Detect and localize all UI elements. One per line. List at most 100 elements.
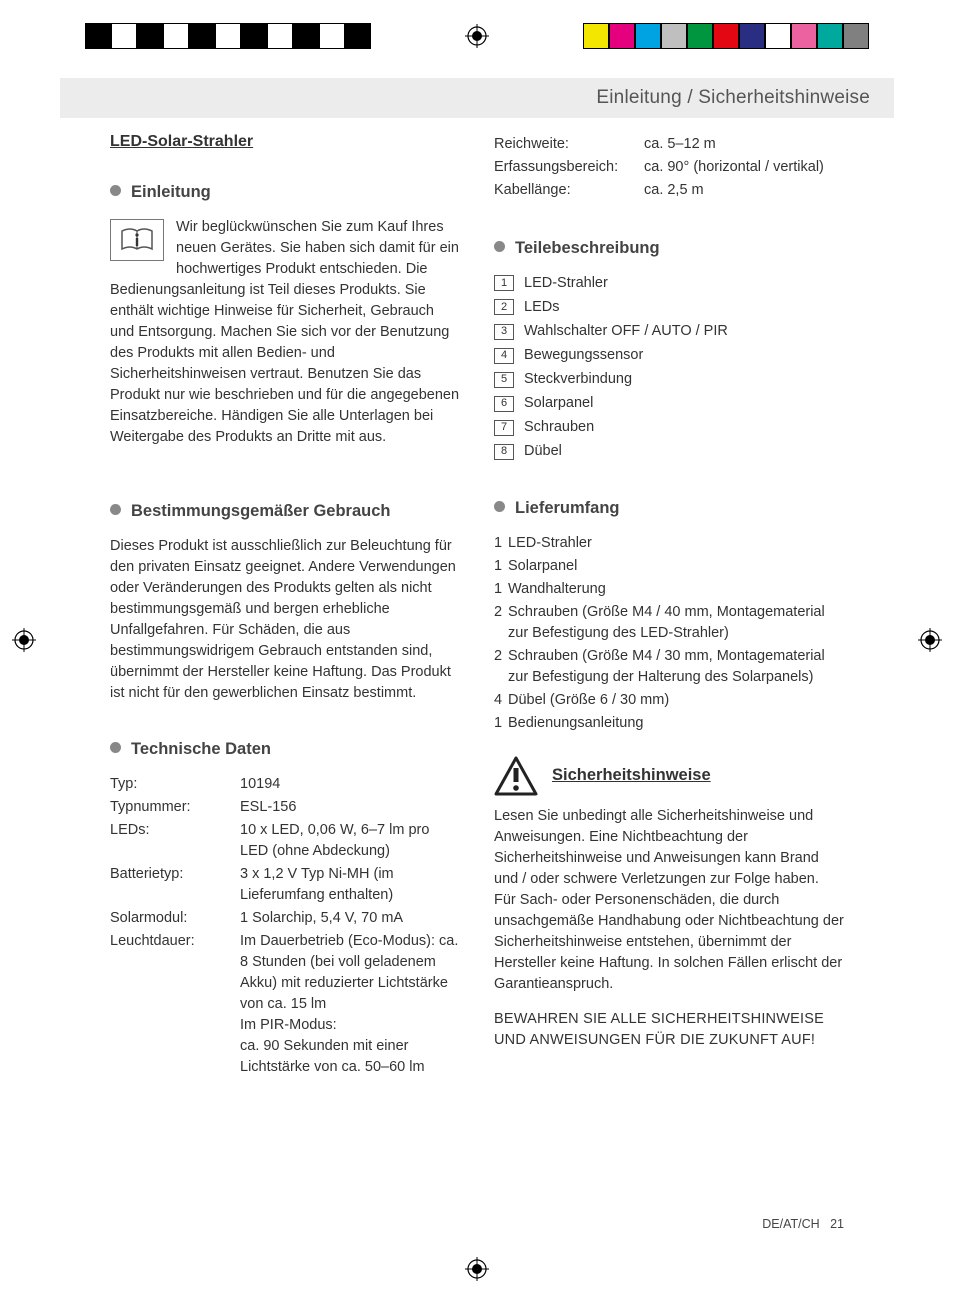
parts-row: 3 Wahlschalter OFF / AUTO / PIR bbox=[494, 321, 844, 342]
tech-label: Typnummer: bbox=[110, 797, 240, 818]
colorbar-right bbox=[583, 23, 869, 49]
parts-label: Steckverbindung bbox=[524, 369, 844, 390]
scope-qty: 1 bbox=[494, 556, 508, 577]
parts-row: 4Bewegungssensor bbox=[494, 345, 844, 366]
parts-number: 2 bbox=[494, 299, 514, 315]
tech-value: 10194 bbox=[240, 774, 460, 795]
scope-text: LED-Strahler bbox=[508, 533, 844, 554]
bullet-icon bbox=[110, 742, 121, 753]
swatch bbox=[345, 23, 371, 49]
content: LED-Solar-Strahler Einleitung Wir beglüc… bbox=[110, 130, 844, 1205]
gebrauch-text: Dieses Produkt ist ausschließlich zur Be… bbox=[110, 536, 460, 704]
tech-row: Solarmodul:1 Solarchip, 5,4 V, 70 mA bbox=[110, 908, 460, 929]
tech-row: Kabellänge:ca. 2,5 m bbox=[494, 180, 844, 201]
tech-label: Leuchtdauer: bbox=[110, 931, 240, 1078]
swatch bbox=[687, 23, 713, 49]
swatch bbox=[111, 23, 137, 49]
section-label: Technische Daten bbox=[131, 738, 460, 762]
tech-label: Reichweite: bbox=[494, 134, 644, 155]
tech-row: Leuchtdauer:Im Dauerbetrieb (Eco-Modus):… bbox=[110, 931, 460, 1078]
tech-label: Typ: bbox=[110, 774, 240, 795]
parts-label: Schrauben bbox=[524, 417, 844, 438]
parts-row: 6Solarpanel bbox=[494, 393, 844, 414]
parts-label: Dübel bbox=[524, 441, 844, 462]
scope-item: 1Wandhalterung bbox=[494, 579, 844, 600]
scope-item: 2Schrauben (Größe M4 / 40 mm, Montagemat… bbox=[494, 602, 844, 644]
scope-qty: 2 bbox=[494, 602, 508, 644]
scope-item: 1Solarpanel bbox=[494, 556, 844, 577]
scope-qty: 1 bbox=[494, 533, 508, 554]
tech-value: ca. 5–12 m bbox=[644, 134, 844, 155]
swatch bbox=[267, 23, 293, 49]
colorbar-left bbox=[85, 23, 371, 49]
section-label: Teilebeschreibung bbox=[515, 237, 844, 261]
scope-text: Schrauben (Größe M4 / 40 mm, Montagemate… bbox=[508, 602, 844, 644]
intro-block: Wir beglückwünschen Sie zum Kauf Ihres n… bbox=[110, 217, 460, 452]
parts-list: 1LED-Strahler 2 LEDs 3 Wahlschalter OFF / AU… bbox=[494, 273, 844, 462]
safety-text: Lesen Sie unbedingt alle Sicherheitshinw… bbox=[494, 806, 844, 995]
header-bar: Einleitung / Sicherheitshinweise bbox=[60, 78, 894, 118]
swatch bbox=[215, 23, 241, 49]
product-title: LED-Solar-Strahler bbox=[110, 130, 460, 153]
parts-number: 3 bbox=[494, 324, 514, 340]
tech-value: ESL-156 bbox=[240, 797, 460, 818]
scope-item: 4Dübel (Größe 6 / 30 mm) bbox=[494, 690, 844, 711]
section-label: Bestimmungsgemäßer Gebrauch bbox=[131, 500, 460, 524]
footer: DE/AT/CH 21 bbox=[762, 1217, 844, 1231]
section-heading-einleitung: Einleitung bbox=[110, 181, 460, 205]
section-label: Einleitung bbox=[131, 181, 460, 205]
tech-row: Batterietyp:3 x 1,2 V Typ Ni-MH (im Lief… bbox=[110, 864, 460, 906]
swatch bbox=[241, 23, 267, 49]
safety-title: Sicherheitshinweise bbox=[552, 764, 711, 788]
section-heading-gebrauch: Bestimmungsgemäßer Gebrauch bbox=[110, 500, 460, 524]
parts-row: 1LED-Strahler bbox=[494, 273, 844, 294]
registration-mark-icon bbox=[918, 628, 942, 652]
scope-list: 1LED-Strahler1Solarpanel1Wandhalterung2S… bbox=[494, 533, 844, 734]
tech-row: LEDs:10 x LED, 0,06 W, 6–7 lm pro LED (o… bbox=[110, 820, 460, 862]
tech-row: Typ:10194 bbox=[110, 774, 460, 795]
header-title: Einleitung / Sicherheitshinweise bbox=[596, 87, 870, 109]
swatch bbox=[817, 23, 843, 49]
scope-text: Solarpanel bbox=[508, 556, 844, 577]
tech-label: Batterietyp: bbox=[110, 864, 240, 906]
swatch bbox=[791, 23, 817, 49]
tech-row: Reichweite:ca. 5–12 m bbox=[494, 134, 844, 155]
tech-value: Im Dauerbetrieb (Eco-Modus): ca. 8 Stund… bbox=[240, 931, 460, 1078]
parts-label: LEDs bbox=[524, 297, 844, 318]
parts-number: 1 bbox=[494, 275, 514, 291]
swatch bbox=[843, 23, 869, 49]
parts-row: 2 LEDs bbox=[494, 297, 844, 318]
registration-mark-icon bbox=[12, 628, 36, 652]
column-left: LED-Solar-Strahler Einleitung Wir beglüc… bbox=[110, 130, 460, 1205]
parts-row: 7Schrauben bbox=[494, 417, 844, 438]
swatch bbox=[163, 23, 189, 49]
section-label: Lieferumfang bbox=[515, 497, 844, 521]
bullet-icon bbox=[494, 501, 505, 512]
registration-mark-icon bbox=[465, 1257, 489, 1281]
safety-caps: BEWAHREN SIE ALLE SICHERHEITSHINWEISE UN… bbox=[494, 1009, 844, 1051]
info-book-icon bbox=[110, 219, 164, 261]
scope-item: 2Schrauben (Größe M4 / 30 mm, Montagemat… bbox=[494, 646, 844, 688]
swatch bbox=[609, 23, 635, 49]
section-heading-teile: Teilebeschreibung bbox=[494, 237, 844, 261]
scope-text: Dübel (Größe 6 / 30 mm) bbox=[508, 690, 844, 711]
swatch bbox=[635, 23, 661, 49]
swatch bbox=[137, 23, 163, 49]
tech-table-cont: Reichweite:ca. 5–12 mErfassungsbereich:c… bbox=[494, 134, 844, 201]
parts-row: 8 Dübel bbox=[494, 441, 844, 462]
swatch bbox=[85, 23, 111, 49]
tech-value: ca. 90° (horizontal / vertikal) bbox=[644, 157, 844, 178]
swatch bbox=[765, 23, 791, 49]
scope-qty: 4 bbox=[494, 690, 508, 711]
scope-text: Bedienungsanleitung bbox=[508, 713, 844, 734]
section-heading-techdaten: Technische Daten bbox=[110, 738, 460, 762]
tech-table: Typ:10194Typnummer:ESL-156LEDs:10 x LED,… bbox=[110, 774, 460, 1078]
page: Einleitung / Sicherheitshinweise LED-Sol… bbox=[0, 0, 954, 1305]
tech-label: Kabellänge: bbox=[494, 180, 644, 201]
swatch bbox=[319, 23, 345, 49]
parts-label: Wahlschalter OFF / AUTO / PIR bbox=[524, 321, 844, 342]
tech-label: LEDs: bbox=[110, 820, 240, 862]
registration-mark-icon bbox=[465, 24, 489, 48]
parts-number: 8 bbox=[494, 444, 514, 460]
scope-qty: 1 bbox=[494, 713, 508, 734]
